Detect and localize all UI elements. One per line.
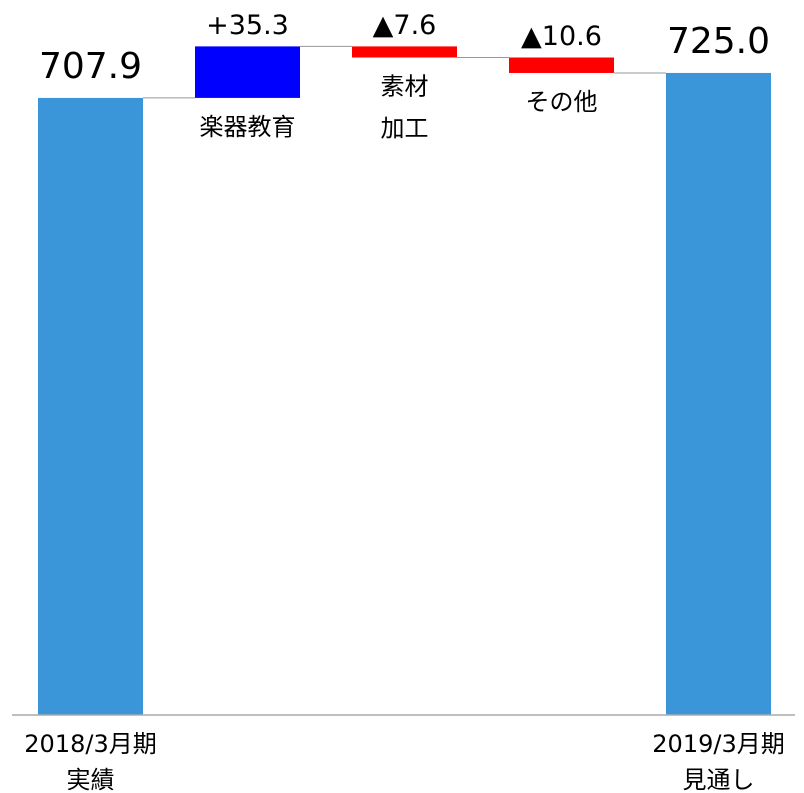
category-label: 加工 xyxy=(381,114,429,142)
value-label: +35.3 xyxy=(206,10,289,41)
value-label: 725.0 xyxy=(667,21,770,62)
category-label: 2018/3月期 xyxy=(24,730,156,758)
category-label: 見通し xyxy=(683,766,755,793)
bar xyxy=(666,72,771,716)
category-label: 実績 xyxy=(67,766,115,793)
bar xyxy=(509,57,614,73)
value-label: ▲7.6 xyxy=(373,10,437,41)
bar xyxy=(352,46,457,58)
category-label: 楽器教育 xyxy=(200,113,296,141)
value-label: ▲10.6 xyxy=(521,21,602,52)
bar xyxy=(195,46,300,98)
bar xyxy=(38,97,143,715)
category-label: その他 xyxy=(526,88,598,116)
value-label: 707.9 xyxy=(39,46,142,87)
category-label: 素材 xyxy=(381,72,429,100)
category-label: 2019/3月期 xyxy=(652,730,784,758)
